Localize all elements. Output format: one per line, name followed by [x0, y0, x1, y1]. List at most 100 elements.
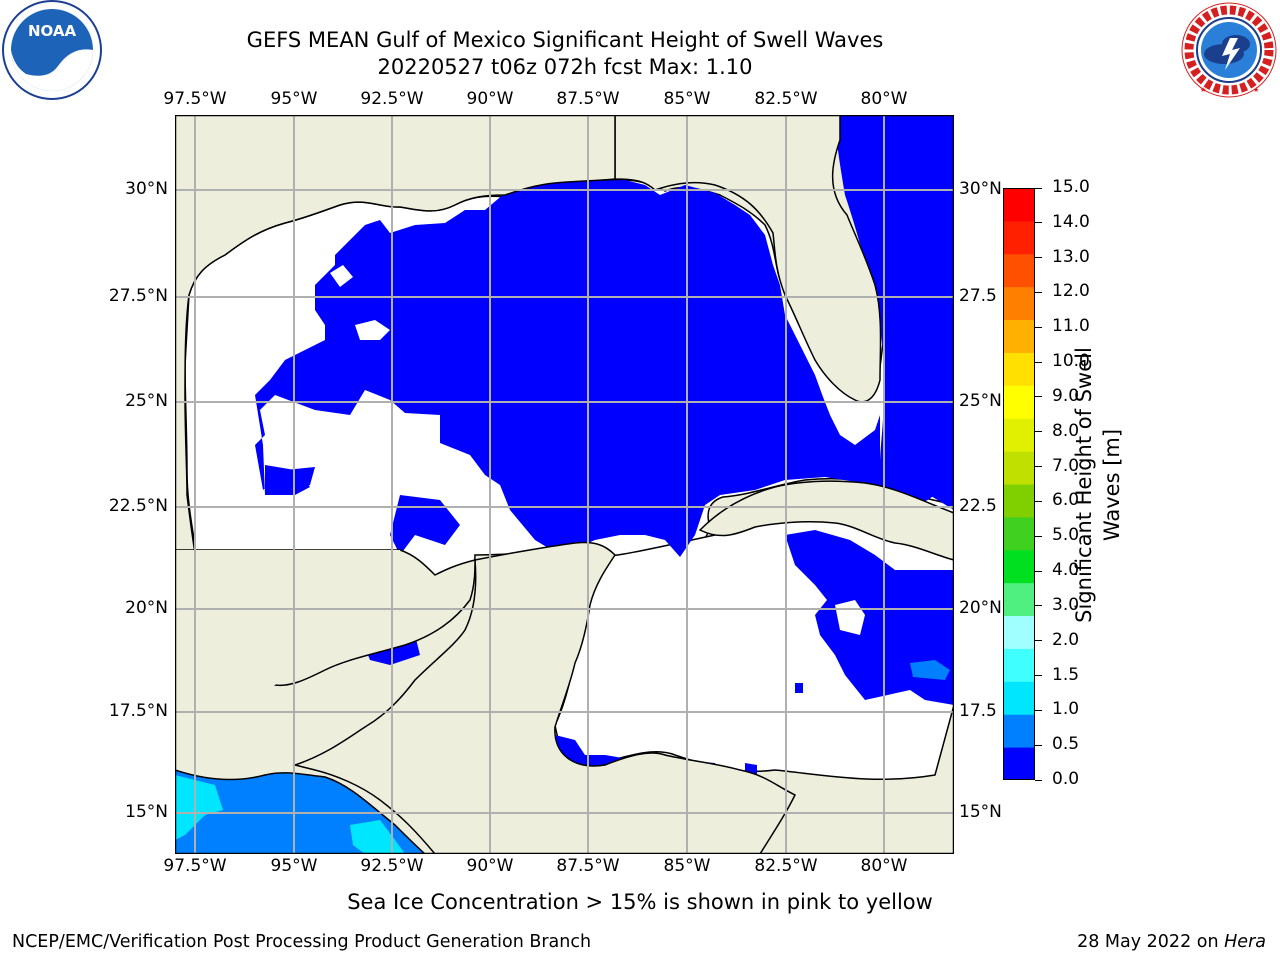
colorbar-segment [1003, 253, 1035, 288]
lon-tick-top: 97.5°W [163, 89, 227, 109]
colorbar-tick-label: 1.5 [1052, 664, 1080, 685]
colorbar-segment [1003, 385, 1035, 419]
colorbar-tick-label: 10.0 [1052, 351, 1090, 372]
lon-tick-bottom: 80°W [860, 856, 908, 876]
pacific-light-swell [175, 775, 223, 840]
lat-tick-left: 17.5°N [108, 701, 168, 721]
colorbar-tick-label: 11.0 [1052, 316, 1090, 337]
lat-tick-right: 17.5 [959, 701, 997, 721]
colorbar-tick-label: 3.0 [1052, 594, 1080, 615]
florida-land [614, 114, 882, 403]
yucatan-land [292, 541, 797, 855]
lon-tick-top: 92.5°W [360, 89, 424, 109]
colorbar-segment [1003, 319, 1035, 353]
colorbar-tick-mark [1035, 222, 1042, 224]
colorbar-segment [1003, 582, 1035, 617]
colorbar-segment [1003, 451, 1035, 485]
lon-tick-bottom: 92.5°W [360, 856, 424, 876]
colorbar-frame [1003, 188, 1035, 780]
swell-patch-0-5 [910, 660, 950, 680]
colorbar-tick-label: 1.0 [1052, 699, 1080, 720]
colorbar-segment [1003, 681, 1035, 715]
colorbar-tick-label: 15.0 [1052, 177, 1090, 197]
colorbar-tick-label: 4.0 [1052, 560, 1080, 581]
colorbar-tick-mark [1035, 744, 1042, 746]
colorbar-segment [1003, 220, 1035, 255]
noaa-logo-text: NOAA [28, 22, 77, 40]
colorbar-segment [1003, 484, 1035, 518]
colorbar-segment [1003, 418, 1035, 452]
chart-title: GEFS MEAN Gulf of Mexico Significant Hei… [246, 28, 884, 52]
colorbar-tick-label: 13.0 [1052, 246, 1090, 267]
map-gridlines [175, 115, 954, 854]
colorbar-tick-mark [1035, 257, 1042, 259]
lon-tick-bottom: 97.5°W [163, 856, 227, 876]
colorbar-tick-label: 6.0 [1052, 490, 1080, 511]
footer-host: Hera [1224, 932, 1266, 952]
lat-tick-left: 15°N [125, 802, 168, 822]
lat-tick-right: 20°N [959, 598, 1002, 618]
noaa-logo-icon: NOAA [0, 0, 104, 104]
lat-tick-left: 25°N [125, 391, 168, 411]
colorbar-tick-label: 2.0 [1052, 629, 1080, 650]
lon-tick-bottom: 95°W [270, 856, 318, 876]
svg-text:★: ★ [1253, 86, 1259, 94]
colorbar-tick-mark [1035, 709, 1042, 711]
mexico-south-land [175, 550, 430, 765]
colorbar-tick-mark [1035, 640, 1042, 642]
lon-tick-top: 82.5°W [754, 89, 818, 109]
lon-tick-bottom: 85°W [663, 856, 711, 876]
colorbar-tick-mark [1035, 570, 1042, 572]
lat-tick-right: 15°N [959, 802, 1002, 822]
swell-region-gulf [235, 180, 954, 775]
chart-subtitle: 20220527 t06z 072h fcst Max: 1.10 [377, 55, 753, 79]
colorbar-tick-label: 0.0 [1052, 769, 1080, 789]
colorbar-segment [1003, 648, 1035, 682]
colorbar-tick-label: 5.0 [1052, 525, 1080, 546]
lat-tick-left: 27.5°N [108, 286, 168, 306]
colorbar-segment [1003, 516, 1035, 551]
nws-logo-icon: ★ ★ [1178, 0, 1280, 100]
lat-tick-right: 25°N [959, 391, 1002, 411]
footer-date-text: 28 May 2022 on [1077, 932, 1225, 952]
colorbar-tick-mark [1035, 675, 1042, 677]
lon-tick-bottom: 87.5°W [556, 856, 620, 876]
lat-tick-right: 27.5 [959, 286, 997, 306]
colorbar-tick-label: 14.0 [1052, 211, 1090, 232]
colorbar-tick-label: 8.0 [1052, 420, 1080, 441]
lon-tick-bottom: 90°W [466, 856, 514, 876]
sea-ice-note: Sea Ice Concentration > 15% is shown in … [347, 890, 933, 914]
colorbar-tick-mark [1035, 326, 1042, 328]
colorbar-tick-mark [1035, 291, 1042, 293]
colorbar-segment [1003, 747, 1035, 781]
colorbar-tick-label: 7.0 [1052, 455, 1080, 476]
gulf-of-mexico-map [174, 114, 955, 855]
colorbar-tick-mark [1035, 396, 1042, 398]
footer-date: 28 May 2022 on Hera [1077, 932, 1266, 952]
colorbar-tick-mark [1035, 535, 1042, 537]
lat-tick-right: 30°N [959, 179, 1002, 199]
map-canvas [174, 114, 955, 855]
footer-credit: NCEP/EMC/Verification Post Processing Pr… [12, 932, 592, 952]
lon-tick-bottom: 82.5°W [754, 856, 818, 876]
lon-tick-top: 87.5°W [556, 89, 620, 109]
atlantic-water [835, 115, 954, 510]
colorbar-tick-label: 9.0 [1052, 385, 1080, 406]
colorbar-segment [1003, 615, 1035, 649]
lon-tick-top: 80°W [860, 89, 908, 109]
colorbar [1003, 188, 1035, 781]
map-frame [174, 114, 955, 855]
cuba-land [698, 480, 955, 561]
colorbar-segment [1003, 549, 1035, 584]
colorbar-segment [1003, 714, 1035, 748]
lat-tick-left: 20°N [125, 598, 168, 618]
lat-tick-right: 22.5 [959, 496, 997, 516]
lon-tick-top: 90°W [466, 89, 514, 109]
colorbar-segment [1003, 352, 1035, 386]
colorbar-label: Significant Height of Swell Waves [m] [1072, 347, 1124, 623]
colorbar-tick-mark [1035, 779, 1042, 781]
colorbar-tick-mark [1035, 466, 1042, 468]
colorbar-tick-mark [1035, 500, 1042, 502]
colorbar-segment [1003, 286, 1035, 321]
colorbar-tick-mark [1035, 361, 1042, 363]
